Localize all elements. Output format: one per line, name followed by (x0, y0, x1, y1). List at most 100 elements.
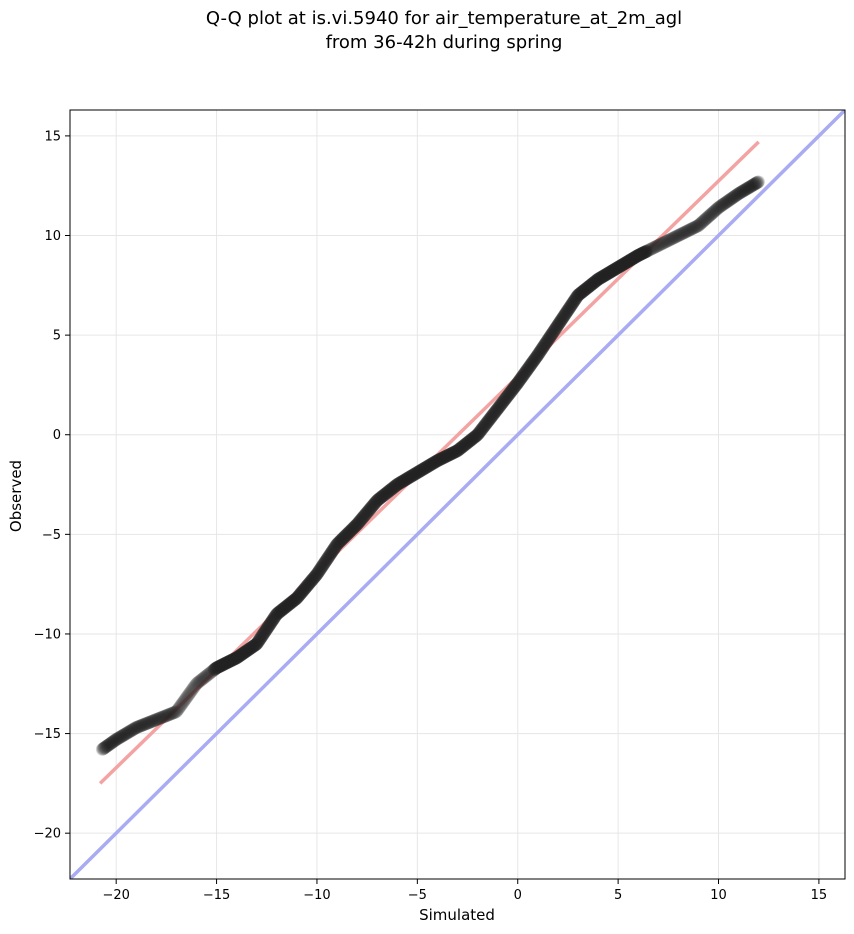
quantile-point (115, 729, 129, 743)
quantile-point (138, 717, 152, 731)
quantile-point (516, 368, 530, 382)
quantile-point (180, 690, 194, 704)
quantile-point (644, 242, 658, 256)
quantile-point (492, 400, 506, 414)
quantile-point (192, 674, 206, 688)
quantile-point (442, 448, 456, 462)
quantile-point (510, 377, 524, 391)
quantile-point (349, 518, 363, 532)
quantile-point (324, 546, 338, 560)
quantile-point (710, 202, 724, 216)
quantile-point (479, 417, 493, 431)
identity-line-segment (70, 110, 845, 879)
quantile-point (144, 715, 158, 729)
quantile-point (127, 722, 141, 736)
quantile-point (723, 193, 737, 207)
quantile-point (312, 564, 326, 578)
quantile-point (288, 593, 302, 607)
quantile-point (506, 383, 520, 397)
quantile-point (634, 247, 648, 261)
quantile-point (473, 424, 487, 438)
quantile-point (420, 460, 434, 474)
quantile-point (574, 286, 588, 300)
quantile-point (430, 454, 444, 468)
quantile-point (340, 527, 354, 541)
quantile-point (277, 601, 291, 615)
quantile-point (197, 671, 211, 685)
quantile-point (730, 188, 744, 202)
quantile-point (400, 472, 414, 486)
quantile-point (270, 607, 284, 621)
quantile-point (585, 277, 599, 291)
quantile-point (562, 301, 576, 315)
quantile-point (685, 222, 699, 236)
quantile-point (570, 289, 584, 303)
quantile-point (747, 178, 761, 192)
quantile-point (397, 473, 411, 487)
quantile-point (161, 708, 175, 722)
quantile-point (358, 508, 372, 522)
quantile-point (393, 476, 407, 490)
quantile-point (281, 598, 295, 612)
y-tick-label: 0 (53, 428, 61, 443)
quantile-point (133, 719, 147, 733)
quantile-point (241, 643, 255, 657)
quantile-point (188, 679, 202, 693)
quantile-point (542, 332, 556, 346)
quantile-point (228, 652, 242, 666)
quantile-point (740, 181, 754, 195)
quantile-point (399, 472, 413, 486)
quantile-point (654, 237, 668, 251)
quantile-point (642, 243, 656, 257)
x-tick-label: −20 (102, 888, 129, 903)
quantile-point (300, 579, 314, 593)
quantile-point (260, 622, 274, 636)
quantile-point (708, 204, 722, 218)
quantile-point (224, 654, 238, 668)
quantile-point (502, 387, 516, 401)
quantile-point (275, 603, 289, 617)
quantile-point (290, 591, 304, 605)
quantile-point (721, 194, 735, 208)
quantile-point (632, 248, 646, 262)
quantile-point (604, 265, 618, 279)
quantile-point (739, 182, 753, 196)
quantile-point (744, 179, 758, 193)
quantile-point (354, 513, 368, 527)
quantile-point (339, 529, 353, 543)
quantile-point (614, 259, 628, 273)
quantile-point (519, 365, 533, 379)
quantile-point (263, 617, 277, 631)
quantile-point (285, 595, 299, 609)
quantile-point (462, 434, 476, 448)
quantile-point (579, 282, 593, 296)
quantile-point (429, 454, 443, 468)
quantile-point (209, 661, 223, 675)
quantile-point (706, 205, 720, 219)
quantile-point (745, 179, 759, 193)
quantile-point (472, 426, 486, 440)
quantile-point (165, 706, 179, 720)
quantile-point (248, 638, 262, 652)
quantile-point (459, 437, 473, 451)
quantile-point (194, 673, 208, 687)
quantile-point (437, 451, 451, 465)
quantile-point (436, 451, 450, 465)
quantile-point (117, 728, 131, 742)
quantile-point (268, 610, 282, 624)
quantile-point (211, 660, 225, 674)
quantile-point (195, 672, 209, 686)
quantile-point (590, 273, 604, 287)
quantile-point (447, 446, 461, 460)
quantile-point (307, 571, 321, 585)
quantile-point (668, 230, 682, 244)
quantile-point (694, 216, 708, 230)
quantile-point (237, 646, 251, 660)
quantile-point (711, 201, 725, 215)
quantile-point (241, 643, 255, 657)
quantile-point (612, 260, 626, 274)
quantile-point (675, 227, 689, 241)
quantile-point (105, 736, 119, 750)
quantile-point (743, 180, 757, 194)
quantile-point (749, 176, 763, 190)
